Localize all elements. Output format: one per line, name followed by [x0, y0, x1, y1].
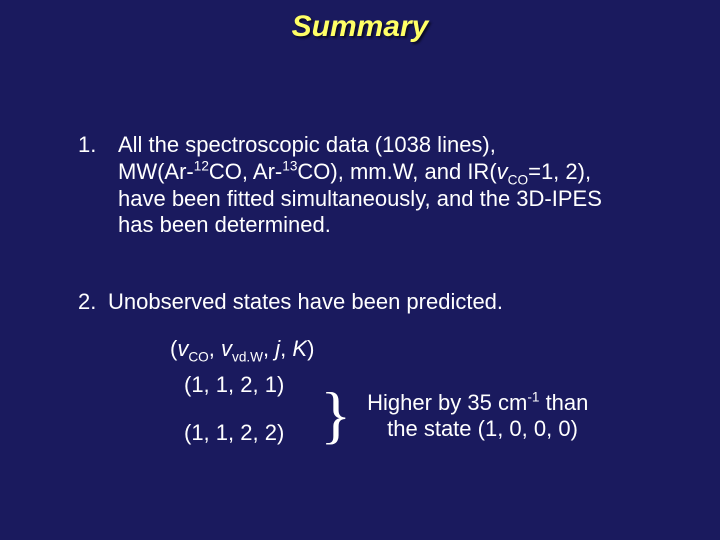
sub-vdw: vd.W: [232, 350, 263, 365]
K-italic: K: [292, 336, 307, 361]
sup-minus1: -1: [527, 389, 539, 404]
states-block: (vCO, vvd.W, j, K) (1, 1, 2, 1) (1, 1, 2…: [0, 336, 720, 464]
list-item-2: 2. Unobserved states have been predicted…: [78, 289, 650, 316]
tuple-1: (1, 1, 2, 1): [170, 372, 314, 398]
sep2: ,: [263, 336, 275, 361]
states-left-column: (vCO, vvd.W, j, K) (1, 1, 2, 1) (1, 1, 2…: [170, 336, 314, 464]
item1-line3: have been fitted simultaneously, and the…: [118, 186, 602, 211]
list-item-1: 1. All the spectroscopic data (1038 line…: [78, 132, 650, 239]
item-number-2: 2.: [78, 289, 108, 316]
states-right-column: Higher by 35 cm-1 than the state (1, 0, …: [363, 390, 588, 443]
item1-line4: has been determined.: [118, 212, 331, 237]
right-line2: the state (1, 0, 0, 0): [367, 416, 578, 441]
item1-line1: All the spectroscopic data (1038 lines),: [118, 132, 496, 157]
sep3: ,: [280, 336, 292, 361]
v-vdw: v: [221, 336, 232, 361]
sub-co-2: CO: [188, 350, 208, 365]
right-line1-a: Higher by 35 cm: [367, 390, 527, 415]
paren-close: ): [307, 336, 314, 361]
item1-line2-d: =1, 2),: [528, 159, 591, 184]
item1-line2-a: MW(Ar-: [118, 159, 194, 184]
tuple-2: (1, 1, 2, 2): [170, 420, 314, 446]
sep1: ,: [209, 336, 221, 361]
item1-line2-b: CO, Ar-: [209, 159, 282, 184]
item1-line2-c: CO), mm.W, and IR(: [297, 159, 496, 184]
slide-title: Summary: [0, 0, 720, 44]
tuple-header: (vCO, vvd.W, j, K): [170, 336, 314, 362]
brace-icon: }: [320, 399, 351, 431]
item-number-1: 1.: [78, 132, 114, 239]
item-body-1: All the spectroscopic data (1038 lines),…: [114, 132, 650, 239]
sup-12: 12: [194, 159, 209, 174]
item-body-2: Unobserved states have been predicted.: [108, 289, 650, 316]
v-italic-1: v: [497, 159, 508, 184]
summary-list: 1. All the spectroscopic data (1038 line…: [0, 132, 720, 316]
sup-13: 13: [282, 159, 297, 174]
v-co: v: [177, 336, 188, 361]
right-line1-b: than: [539, 390, 588, 415]
